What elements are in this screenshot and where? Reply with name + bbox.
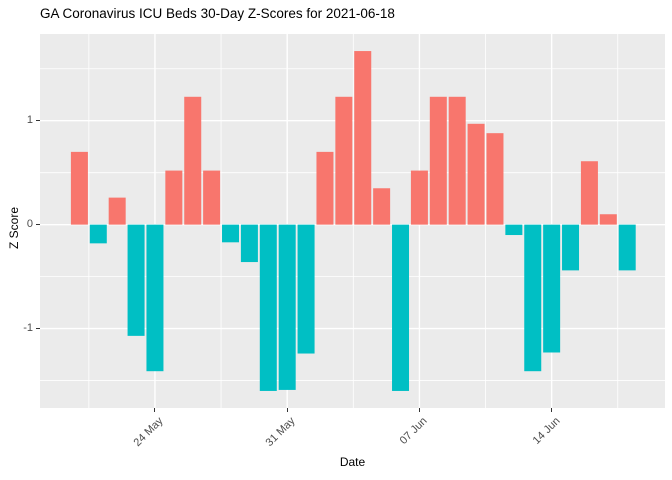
zscore-bar: [240, 224, 258, 263]
zscore-bar: [618, 224, 636, 271]
zscore-bar: [70, 151, 88, 225]
y-tick-label: 0: [26, 217, 33, 230]
zscore-bar: [146, 224, 164, 372]
zscore-bar: [89, 224, 107, 244]
zscore-bar: [335, 96, 353, 225]
y-tick-mark: [36, 328, 40, 330]
zscore-bar: [524, 224, 542, 372]
x-axis-title: Date: [339, 455, 366, 469]
zscore-bar: [203, 170, 221, 225]
plot-panel: [40, 34, 665, 408]
zscore-bar: [184, 96, 202, 225]
zscore-bar: [580, 161, 598, 225]
zscore-bar: [222, 224, 240, 243]
zscore-bar: [108, 197, 126, 225]
zscore-bar: [467, 123, 485, 225]
zscore-bar: [505, 224, 523, 236]
y-tick-mark: [36, 224, 40, 226]
zscore-bar: [127, 224, 145, 336]
zscore-bar: [297, 224, 315, 354]
zscore-bar: [410, 170, 428, 225]
x-tick-label: 14 Jun: [530, 415, 563, 447]
zscore-bar: [429, 96, 447, 225]
zscore-bar: [165, 170, 183, 225]
zscore-bar: [448, 96, 466, 225]
y-tick-label: -1: [23, 321, 33, 334]
x-tick-label: 07 Jun: [398, 415, 430, 447]
x-tick-mark: [154, 408, 156, 412]
y-tick-label: 1: [26, 113, 33, 126]
x-tick-mark: [286, 408, 288, 412]
chart-title: GA Coronavirus ICU Beds 30-Day Z-Scores …: [40, 6, 395, 21]
zscore-bar: [316, 151, 334, 225]
x-tick-label: 24 May: [131, 415, 166, 449]
x-tick-label: 31 May: [263, 415, 298, 449]
zscore-bar: [392, 224, 410, 391]
zscore-bar: [543, 224, 561, 353]
zscore-bar: [259, 224, 277, 391]
zscore-bar: [278, 224, 296, 390]
x-tick-mark: [551, 408, 553, 412]
zscore-bar: [486, 133, 504, 225]
zscore-bar: [373, 188, 391, 225]
zscore-bar: [354, 51, 372, 225]
zscore-bar: [599, 214, 617, 225]
zscore-bar: [562, 224, 580, 271]
y-tick-mark: [36, 120, 40, 122]
bar-chart: [40, 34, 665, 408]
x-tick-mark: [418, 408, 420, 412]
